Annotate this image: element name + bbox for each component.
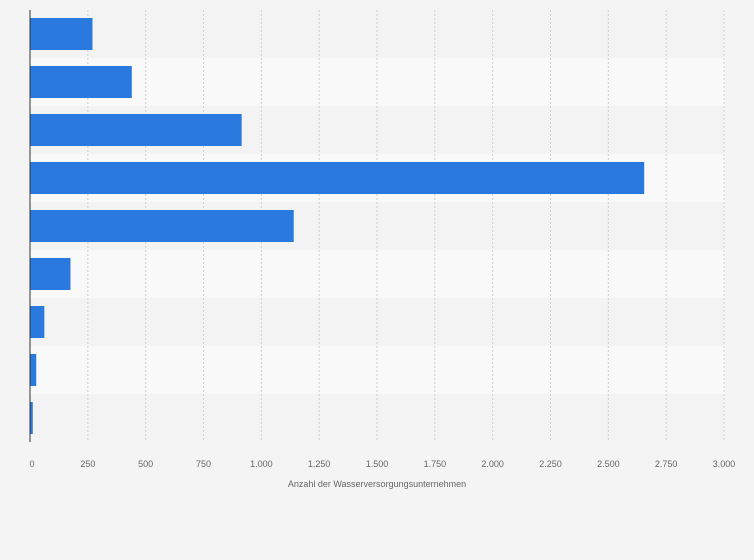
x-tick-label: 2.500 bbox=[597, 459, 620, 469]
x-tick-label: 1.750 bbox=[424, 459, 447, 469]
x-tick-label: 250 bbox=[80, 459, 95, 469]
bar bbox=[30, 162, 645, 194]
bar bbox=[30, 402, 33, 434]
x-tick-label: 2.750 bbox=[655, 459, 678, 469]
bar bbox=[30, 354, 37, 386]
x-tick-label: 1.500 bbox=[366, 459, 389, 469]
bar bbox=[30, 66, 132, 98]
x-tick-label: 2.000 bbox=[481, 459, 504, 469]
x-axis-title: Anzahl der Wasserversorgungsunternehmen bbox=[288, 479, 466, 489]
bar bbox=[30, 306, 45, 338]
bar bbox=[30, 210, 294, 242]
x-tick-label: 2.250 bbox=[539, 459, 562, 469]
x-tick-label: 500 bbox=[138, 459, 153, 469]
bar bbox=[30, 18, 93, 50]
x-tick-label: 750 bbox=[196, 459, 211, 469]
bar bbox=[30, 258, 71, 290]
x-axis-ticks: 0 250 500 750 1.000 1.250 1.500 1.750 2.000 2.250… bbox=[29, 459, 735, 469]
x-tick-label: 1.000 bbox=[250, 459, 273, 469]
bars bbox=[30, 18, 645, 434]
x-tick-label: 3.000 bbox=[713, 459, 736, 469]
x-tick-label: 1.250 bbox=[308, 459, 331, 469]
bar bbox=[30, 114, 242, 146]
x-tick-label: 0 bbox=[29, 459, 34, 469]
